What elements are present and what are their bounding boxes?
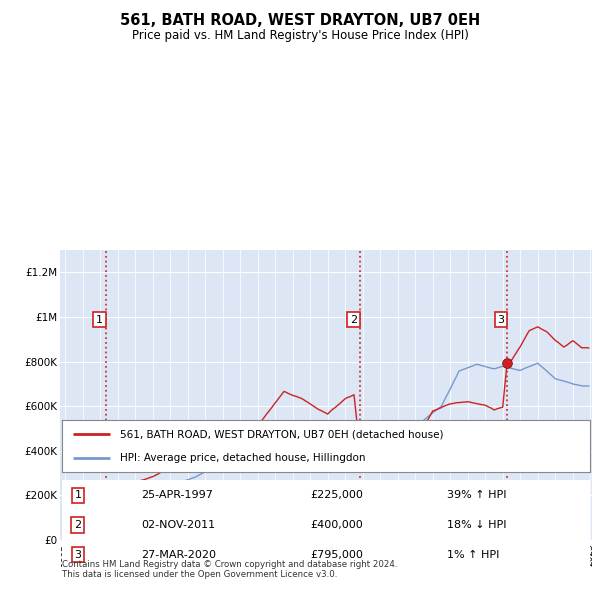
Text: £400,000: £400,000 [310, 520, 363, 530]
Text: 3: 3 [497, 314, 505, 325]
Text: £795,000: £795,000 [310, 550, 363, 560]
Text: 1% ↑ HPI: 1% ↑ HPI [448, 550, 500, 560]
Text: Contains HM Land Registry data © Crown copyright and database right 2024.
This d: Contains HM Land Registry data © Crown c… [62, 560, 398, 579]
Text: 2: 2 [74, 520, 82, 530]
Text: 1: 1 [74, 490, 82, 500]
Text: 27-MAR-2020: 27-MAR-2020 [141, 550, 216, 560]
Text: 39% ↑ HPI: 39% ↑ HPI [448, 490, 507, 500]
Text: 1: 1 [96, 314, 103, 325]
Text: HPI: Average price, detached house, Hillingdon: HPI: Average price, detached house, Hill… [120, 453, 365, 463]
Text: 3: 3 [74, 550, 82, 560]
Text: 2: 2 [350, 314, 358, 325]
Text: 561, BATH ROAD, WEST DRAYTON, UB7 0EH (detached house): 561, BATH ROAD, WEST DRAYTON, UB7 0EH (d… [120, 429, 443, 439]
Text: 02-NOV-2011: 02-NOV-2011 [141, 520, 215, 530]
Text: 561, BATH ROAD, WEST DRAYTON, UB7 0EH: 561, BATH ROAD, WEST DRAYTON, UB7 0EH [120, 13, 480, 28]
Text: £225,000: £225,000 [310, 490, 363, 500]
Text: 25-APR-1997: 25-APR-1997 [141, 490, 213, 500]
Text: 18% ↓ HPI: 18% ↓ HPI [448, 520, 507, 530]
Text: Price paid vs. HM Land Registry's House Price Index (HPI): Price paid vs. HM Land Registry's House … [131, 29, 469, 42]
